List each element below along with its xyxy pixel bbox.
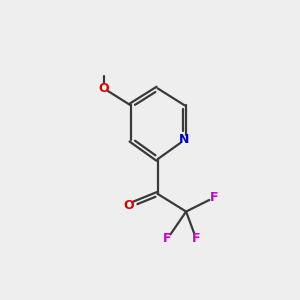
Text: F: F	[210, 191, 218, 204]
Text: O: O	[98, 82, 109, 95]
Text: O: O	[124, 199, 134, 212]
Text: F: F	[192, 232, 200, 245]
Text: F: F	[164, 232, 172, 245]
Text: N: N	[179, 134, 190, 146]
